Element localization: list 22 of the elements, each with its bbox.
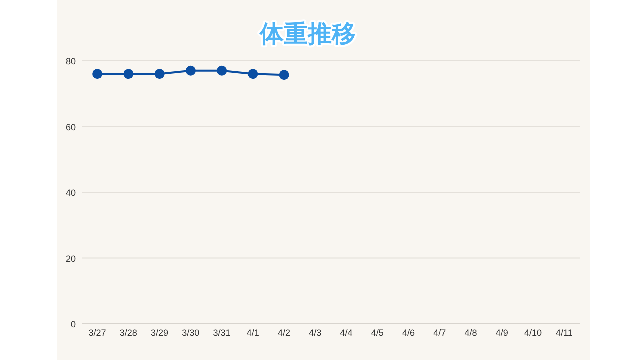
x-tick-label: 4/2 <box>278 328 291 338</box>
x-tick-label: 3/30 <box>182 328 200 338</box>
x-tick-label: 4/7 <box>434 328 446 338</box>
x-tick-label: 4/6 <box>402 328 416 338</box>
x-tick-label: 3/31 <box>213 328 231 338</box>
x-tick-label: 4/3 <box>309 328 322 338</box>
x-tick-label: 4/4 <box>340 328 353 338</box>
x-tick-label: 3/27 <box>88 328 106 338</box>
x-tick-label: 4/11 <box>556 328 573 338</box>
chart-title: 体重推移 <box>259 21 356 48</box>
y-tick-label: 0 <box>70 320 76 330</box>
x-tick-label: 4/5 <box>371 328 384 338</box>
y-tick-label: 60 <box>66 122 76 132</box>
x-tick-label: 4/8 <box>464 328 478 338</box>
y-tick-label: 40 <box>66 188 76 198</box>
x-tick-label: 4/1 <box>246 328 260 338</box>
x-tick-label: 3/29 <box>151 328 169 338</box>
y-tick-label: 80 <box>66 56 76 66</box>
y-tick-label: 20 <box>66 254 76 264</box>
x-tick-label: 4/9 <box>496 328 508 338</box>
x-tick-label: 3/28 <box>120 328 138 338</box>
x-tick-label: 4/10 <box>524 328 542 338</box>
